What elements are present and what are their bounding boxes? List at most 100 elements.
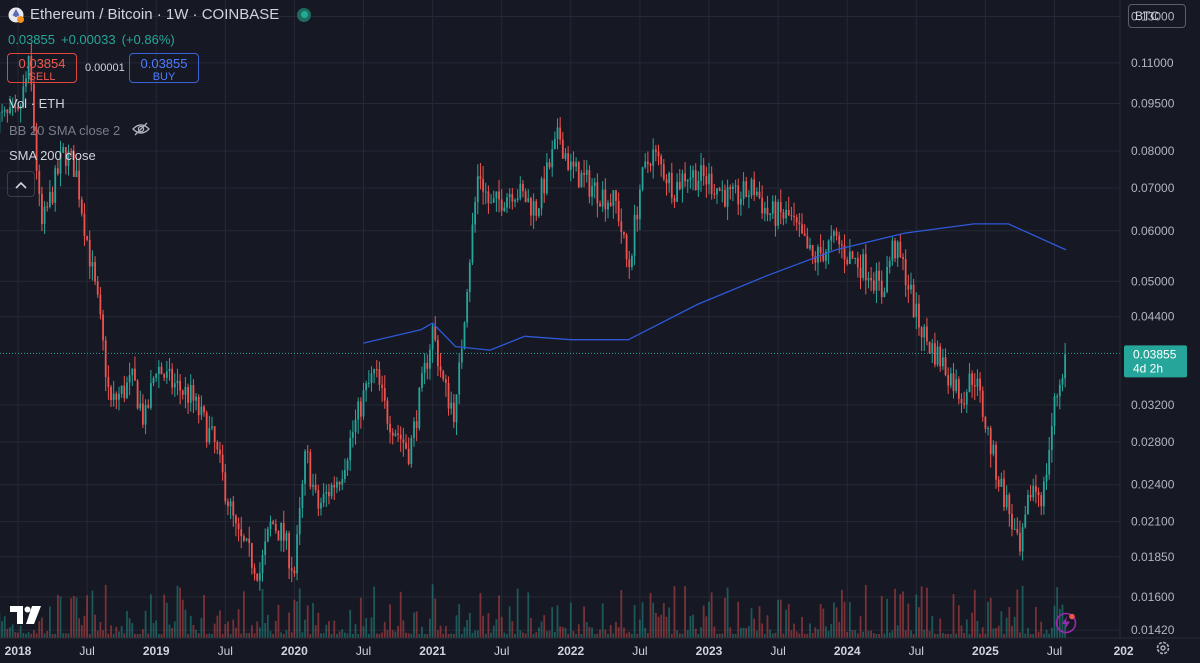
candle-body (1058, 384, 1061, 397)
y-tick-label: 0.02400 (1131, 478, 1175, 492)
candle-body (904, 258, 907, 286)
candle-body (33, 84, 35, 131)
volume-bar (365, 618, 368, 638)
candle-body (737, 185, 740, 205)
candle-body (17, 107, 19, 110)
candle-body (601, 189, 604, 207)
volume-bar (107, 633, 110, 638)
time-axis[interactable]: 2018 Jul 2019 Jul 2020 Jul 2021 Jul 2022 Jul 2023 J… (0, 637, 1200, 658)
sym-icon (8, 7, 24, 23)
candle-body (243, 536, 245, 541)
candle-body (415, 421, 418, 429)
candle-body (48, 192, 51, 207)
volume-bar (142, 629, 144, 638)
candle-body (639, 189, 641, 220)
candle-body (280, 523, 283, 541)
candle-body (992, 444, 995, 455)
volume-bar (397, 625, 399, 638)
candle-body (763, 208, 766, 214)
gear-icon[interactable] (1155, 640, 1171, 661)
volume-bar (88, 633, 91, 638)
candle-body (949, 373, 952, 386)
candle-body (928, 341, 931, 354)
candle-body (1013, 528, 1016, 530)
candle-body (463, 322, 466, 349)
candle-body (1064, 354, 1067, 379)
tradingview-logo-icon[interactable] (10, 606, 42, 629)
candle-body (503, 207, 506, 211)
volume-bar (149, 594, 152, 638)
volume-bar (463, 627, 466, 638)
volume-bar (1040, 621, 1043, 638)
symbol-header[interactable]: Ethereum / Bitcoin · 1W · COINBASE (8, 6, 312, 23)
candle-body (110, 386, 112, 401)
y-tick-label: 0.01850 (1131, 550, 1175, 564)
volume-bar (349, 609, 352, 638)
candle-body (833, 231, 835, 236)
volume-bar (320, 633, 322, 638)
volume-bar (910, 630, 912, 638)
buy-button[interactable]: 0.03855 BUY (129, 53, 199, 83)
volume-bar (439, 625, 442, 638)
candle-body (450, 402, 453, 409)
volume-bar (11, 624, 14, 638)
volume-bar (62, 633, 65, 638)
volume-bar (243, 591, 245, 638)
volume-bar (338, 631, 341, 638)
currency-button[interactable]: BTC (1128, 4, 1186, 28)
volume-bar (192, 625, 195, 638)
volume-bar (224, 624, 227, 638)
candle-body (309, 452, 312, 487)
volume-bar (272, 633, 275, 638)
volume-bar (631, 633, 633, 638)
volume-bar (78, 618, 81, 638)
sell-button[interactable]: 0.03854 SELL (7, 53, 77, 83)
candle-body (187, 386, 189, 403)
candle-body (936, 346, 939, 365)
candle-body (522, 183, 524, 192)
candle-body (912, 284, 915, 317)
candle-body (431, 325, 434, 350)
volume-bar (840, 589, 843, 638)
volume-bar (644, 627, 647, 638)
volume-bar (952, 594, 955, 638)
volume-bar (923, 629, 926, 638)
candle-body (787, 209, 790, 216)
buy-label: BUY (152, 71, 176, 83)
candle-body (492, 198, 495, 203)
candle-body (192, 385, 195, 401)
x-tick-label: Jul (770, 644, 785, 658)
candle-body (200, 406, 203, 416)
sma-indicator-label[interactable]: SMA 200 close (9, 148, 96, 163)
volume-bar (152, 623, 155, 638)
y-tick-label: 0.06000 (1131, 224, 1175, 238)
candle-body (471, 224, 474, 263)
bolt-icon[interactable] (1055, 612, 1077, 639)
candle-body (397, 433, 399, 435)
candle-body (359, 401, 362, 417)
volume-indicator-label[interactable]: Vol · ETH (9, 96, 65, 111)
bb-indicator[interactable]: BB 20 SMA close 2 (9, 122, 151, 139)
candle-body (426, 362, 429, 369)
volume-bar (266, 614, 269, 638)
volume-bar (819, 603, 822, 638)
eye-off-icon[interactable] (132, 122, 151, 139)
volume-bar (623, 627, 625, 638)
candle-body (745, 181, 748, 197)
volume-bar (1, 621, 3, 638)
candle-body (171, 368, 174, 388)
collapse-legend-button[interactable] (7, 171, 35, 197)
volume-bar (1058, 608, 1061, 638)
volume-bar (710, 592, 713, 638)
candle-body (367, 383, 370, 385)
candle-body (575, 162, 578, 167)
price-axis[interactable]: 0.13000 0.11000 0.09500 0.08000 0.07000 0.060… (1119, 0, 1200, 663)
candle-body (365, 383, 368, 391)
candle-body (684, 173, 686, 182)
volume-bar (500, 616, 503, 638)
volume-bar (322, 633, 325, 638)
volume-bar (258, 627, 261, 638)
candle-body (479, 176, 482, 180)
price-tag: 0.03855 4d 2h (1124, 345, 1187, 378)
